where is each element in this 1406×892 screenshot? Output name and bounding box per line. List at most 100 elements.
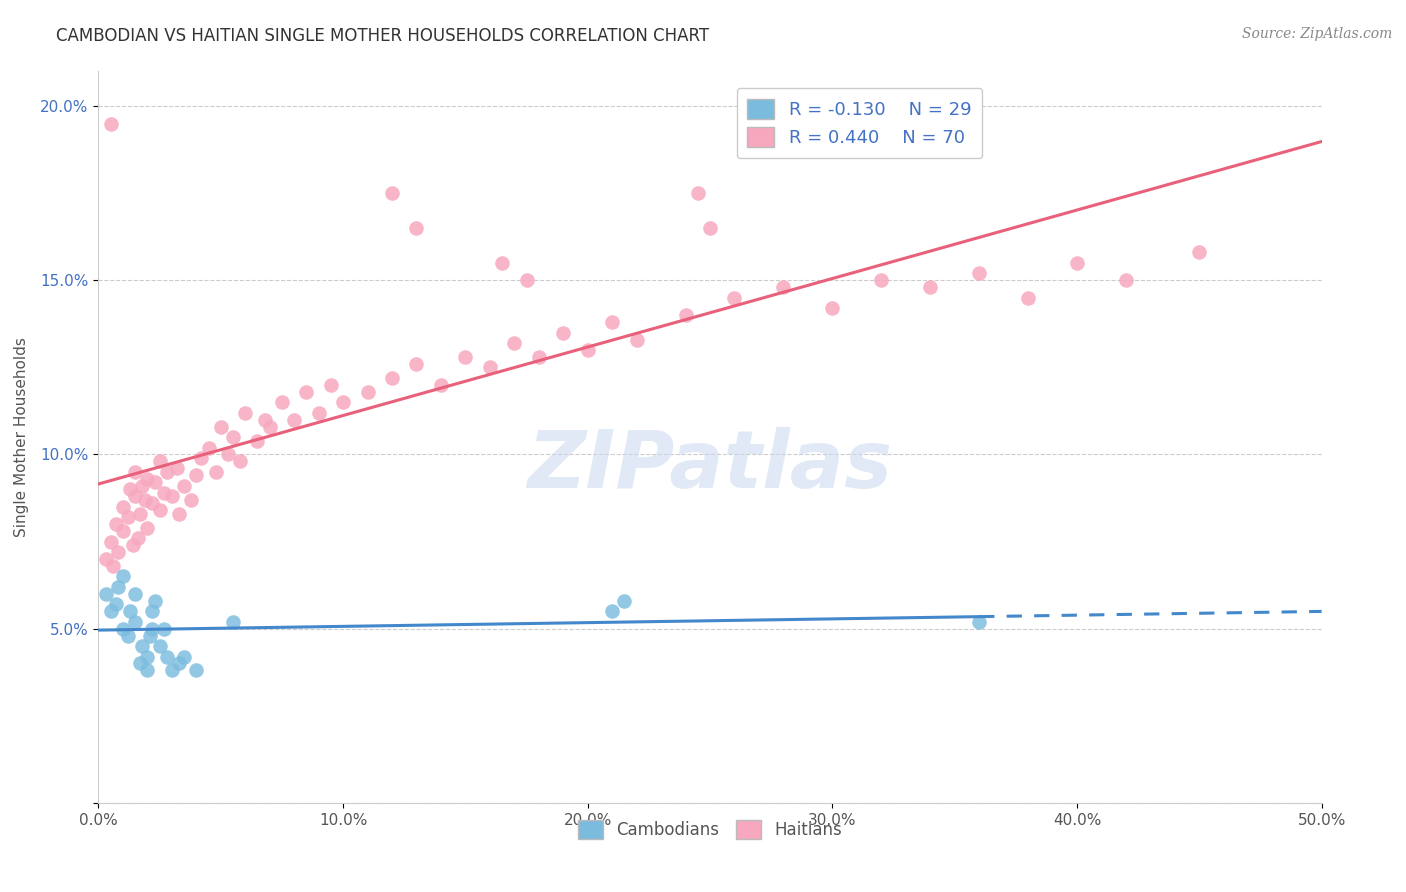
Point xyxy=(94,587,117,601)
Point xyxy=(186,468,208,483)
Point xyxy=(167,507,190,521)
Point xyxy=(222,615,245,629)
Text: CAMBODIAN VS HAITIAN SINGLE MOTHER HOUSEHOLDS CORRELATION CHART: CAMBODIAN VS HAITIAN SINGLE MOTHER HOUSE… xyxy=(56,27,710,45)
Point xyxy=(143,475,166,490)
Point xyxy=(405,221,427,235)
Point xyxy=(699,221,721,235)
Point xyxy=(156,465,179,479)
Point xyxy=(104,517,127,532)
Point xyxy=(308,406,330,420)
Point xyxy=(503,336,526,351)
Point xyxy=(772,280,794,294)
Point xyxy=(821,301,844,316)
Point xyxy=(134,492,156,507)
Point xyxy=(129,507,152,521)
Point xyxy=(94,552,117,566)
Point xyxy=(967,615,990,629)
Point xyxy=(107,580,129,594)
Point xyxy=(141,496,163,510)
Point xyxy=(120,604,142,618)
Point xyxy=(149,454,172,468)
Point xyxy=(121,538,143,552)
Point xyxy=(160,664,183,678)
Point xyxy=(920,280,942,294)
Point xyxy=(253,412,276,426)
Point xyxy=(1115,273,1137,287)
Point xyxy=(111,569,134,583)
Legend: Cambodians, Haitians: Cambodians, Haitians xyxy=(571,814,849,846)
Point xyxy=(675,308,697,322)
Point xyxy=(100,117,122,131)
Point xyxy=(141,604,163,618)
Point xyxy=(576,343,599,357)
Point xyxy=(1066,256,1088,270)
Point xyxy=(600,604,623,618)
Point xyxy=(295,384,318,399)
Point xyxy=(141,622,163,636)
Point xyxy=(124,489,146,503)
Point xyxy=(129,657,152,671)
Point xyxy=(160,489,183,503)
Point xyxy=(131,639,153,653)
Point xyxy=(319,377,342,392)
Point xyxy=(101,558,124,573)
Point xyxy=(515,273,537,287)
Point xyxy=(246,434,269,448)
Point xyxy=(1188,245,1211,260)
Point xyxy=(127,531,149,545)
Point xyxy=(111,524,134,538)
Point xyxy=(613,594,636,608)
Point xyxy=(270,395,294,409)
Point xyxy=(111,622,134,636)
Point xyxy=(626,333,648,347)
Point xyxy=(205,465,228,479)
Point xyxy=(100,604,122,618)
Point xyxy=(120,483,142,497)
Point xyxy=(454,350,477,364)
Point xyxy=(259,419,281,434)
Point xyxy=(156,649,179,664)
Point xyxy=(356,384,378,399)
Point xyxy=(723,291,745,305)
Point xyxy=(173,649,195,664)
Point xyxy=(173,479,195,493)
Point xyxy=(136,664,159,678)
Point xyxy=(491,256,513,270)
Point xyxy=(136,472,159,486)
Point xyxy=(111,500,134,514)
Point xyxy=(153,622,176,636)
Point xyxy=(332,395,354,409)
Point xyxy=(233,406,256,420)
Point xyxy=(197,441,219,455)
Point xyxy=(381,186,404,201)
Point xyxy=(229,454,252,468)
Point xyxy=(136,521,159,535)
Point xyxy=(131,479,153,493)
Y-axis label: Single Mother Households: Single Mother Households xyxy=(14,337,30,537)
Point xyxy=(124,615,146,629)
Point xyxy=(1017,291,1039,305)
Point xyxy=(283,412,305,426)
Point xyxy=(117,629,139,643)
Point xyxy=(149,639,172,653)
Point xyxy=(149,503,172,517)
Point xyxy=(124,465,146,479)
Point xyxy=(217,448,239,462)
Point xyxy=(527,350,550,364)
Point xyxy=(686,186,709,201)
Point xyxy=(222,430,245,444)
Point xyxy=(107,545,129,559)
Point xyxy=(136,649,159,664)
Point xyxy=(180,492,202,507)
Text: ZIPatlas: ZIPatlas xyxy=(527,427,893,506)
Point xyxy=(117,510,139,524)
Point xyxy=(104,597,127,611)
Point xyxy=(967,266,990,280)
Point xyxy=(209,419,232,434)
Point xyxy=(153,485,176,500)
Point xyxy=(143,594,166,608)
Point xyxy=(167,657,190,671)
Point xyxy=(430,377,453,392)
Point xyxy=(600,315,623,329)
Point xyxy=(190,450,212,465)
